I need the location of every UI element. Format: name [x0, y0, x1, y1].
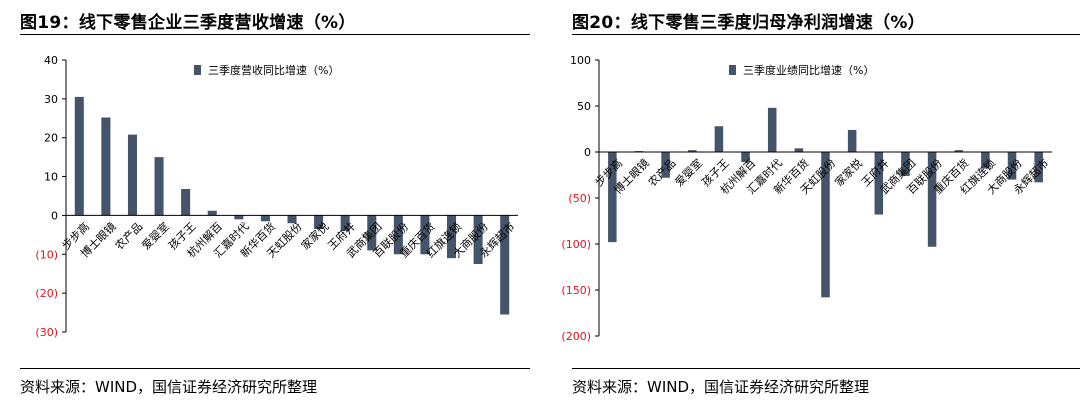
bar-永辉超市 — [1034, 152, 1043, 183]
y-tick-label: 20 — [44, 132, 58, 145]
bar-农产品 — [661, 152, 670, 178]
bar-天虹股份 — [287, 215, 297, 224]
bar-家家悦 — [314, 215, 324, 230]
y-tick-label: (100) — [561, 238, 591, 251]
source-rule — [572, 368, 1080, 369]
bar-王府井 — [874, 152, 884, 215]
bar-汇嘉时代 — [234, 215, 244, 220]
bar-步步高 — [74, 96, 84, 216]
y-tick-label: (200) — [561, 330, 591, 343]
bar-爱婴室 — [688, 150, 697, 152]
source-note: 资料来源：WIND，国信证券经济研究所整理 — [20, 378, 318, 396]
bar-重庆百货 — [420, 215, 430, 255]
y-tick-label: (150) — [561, 284, 591, 297]
y-tick-label: 40 — [44, 54, 58, 67]
y-tick-label: (20) — [35, 287, 58, 300]
legend-swatch — [194, 65, 201, 75]
y-tick-label: 30 — [44, 93, 58, 106]
y-tick-label: 100 — [570, 54, 591, 67]
source-note: 资料来源：WIND，国信证券经济研究所整理 — [572, 378, 870, 396]
bar-农产品 — [127, 134, 137, 216]
bar-红旗连锁 — [981, 152, 990, 169]
profit-growth-chart: 100500(50)(100)(150)(200)步步高博士眼镜农产品爱婴室孩子… — [561, 54, 1052, 343]
revenue-growth-chart: 403020100(10)(20)(30)步步高博士眼镜农产品爱婴室孩子王杭州解… — [35, 54, 518, 339]
bar-汇嘉时代 — [767, 107, 777, 152]
bar-大商股份 — [1007, 152, 1017, 180]
bar-孩子王 — [181, 189, 191, 216]
bar-步步高 — [608, 152, 617, 243]
bar-重庆百货 — [954, 150, 963, 152]
bar-王府井 — [340, 215, 350, 231]
bar-新华百货 — [794, 148, 804, 152]
source-rule — [20, 368, 530, 369]
category-label: 家家悦 — [832, 156, 865, 189]
y-tick-label: (30) — [35, 326, 58, 339]
category-label: 农产品 — [112, 219, 145, 252]
bar-天虹股份 — [821, 152, 830, 298]
bar-孩子王 — [714, 126, 724, 152]
category-label: 爱婴室 — [139, 219, 172, 252]
chart-panel-profit: 图20：线下零售三季度归母净利润增速（%） 100 50 0 (50) (100) (15… — [552, 0, 1080, 414]
y-tick-label: 50 — [577, 100, 591, 113]
y-tick-label: 0 — [584, 146, 591, 159]
bar-杭州解百 — [207, 210, 217, 216]
y-tick-label: 10 — [44, 171, 58, 184]
y-tick-label: (50) — [568, 192, 591, 205]
y-tick-label: (10) — [35, 248, 58, 261]
legend-swatch — [729, 65, 736, 75]
bar-百联股份 — [393, 215, 403, 255]
title-rule — [572, 34, 1080, 35]
legend-label: 三季度营收同比增速（%） — [208, 63, 339, 77]
bar-新华百货 — [260, 215, 270, 222]
y-tick-label: 0 — [51, 209, 58, 222]
bar-爱婴室 — [154, 157, 164, 216]
chart-title: 图20：线下零售三季度归母净利润增速（%） — [572, 13, 925, 33]
bar-大商股份 — [473, 215, 483, 264]
bar-家家悦 — [847, 129, 857, 152]
bar-武商集团 — [901, 152, 910, 176]
category-label: 爱婴室 — [672, 156, 705, 189]
bar-永辉超市 — [500, 215, 510, 315]
legend-label: 三季度业绩同比增速（%） — [743, 63, 874, 77]
title-rule — [20, 34, 530, 35]
bar-红旗连锁 — [447, 215, 457, 259]
bar-武商集团 — [367, 215, 377, 251]
bar-杭州解百 — [741, 152, 750, 163]
bar-百联股份 — [927, 152, 937, 247]
bar-博士眼镜 — [101, 117, 111, 216]
chart-panel-revenue: 图19：线下零售企业三季度营收增速（%） 40 30 20 10 0 (10) (20) (3… — [0, 0, 530, 414]
chart-title: 图19：线下零售企业三季度营收增速（%） — [20, 13, 356, 33]
